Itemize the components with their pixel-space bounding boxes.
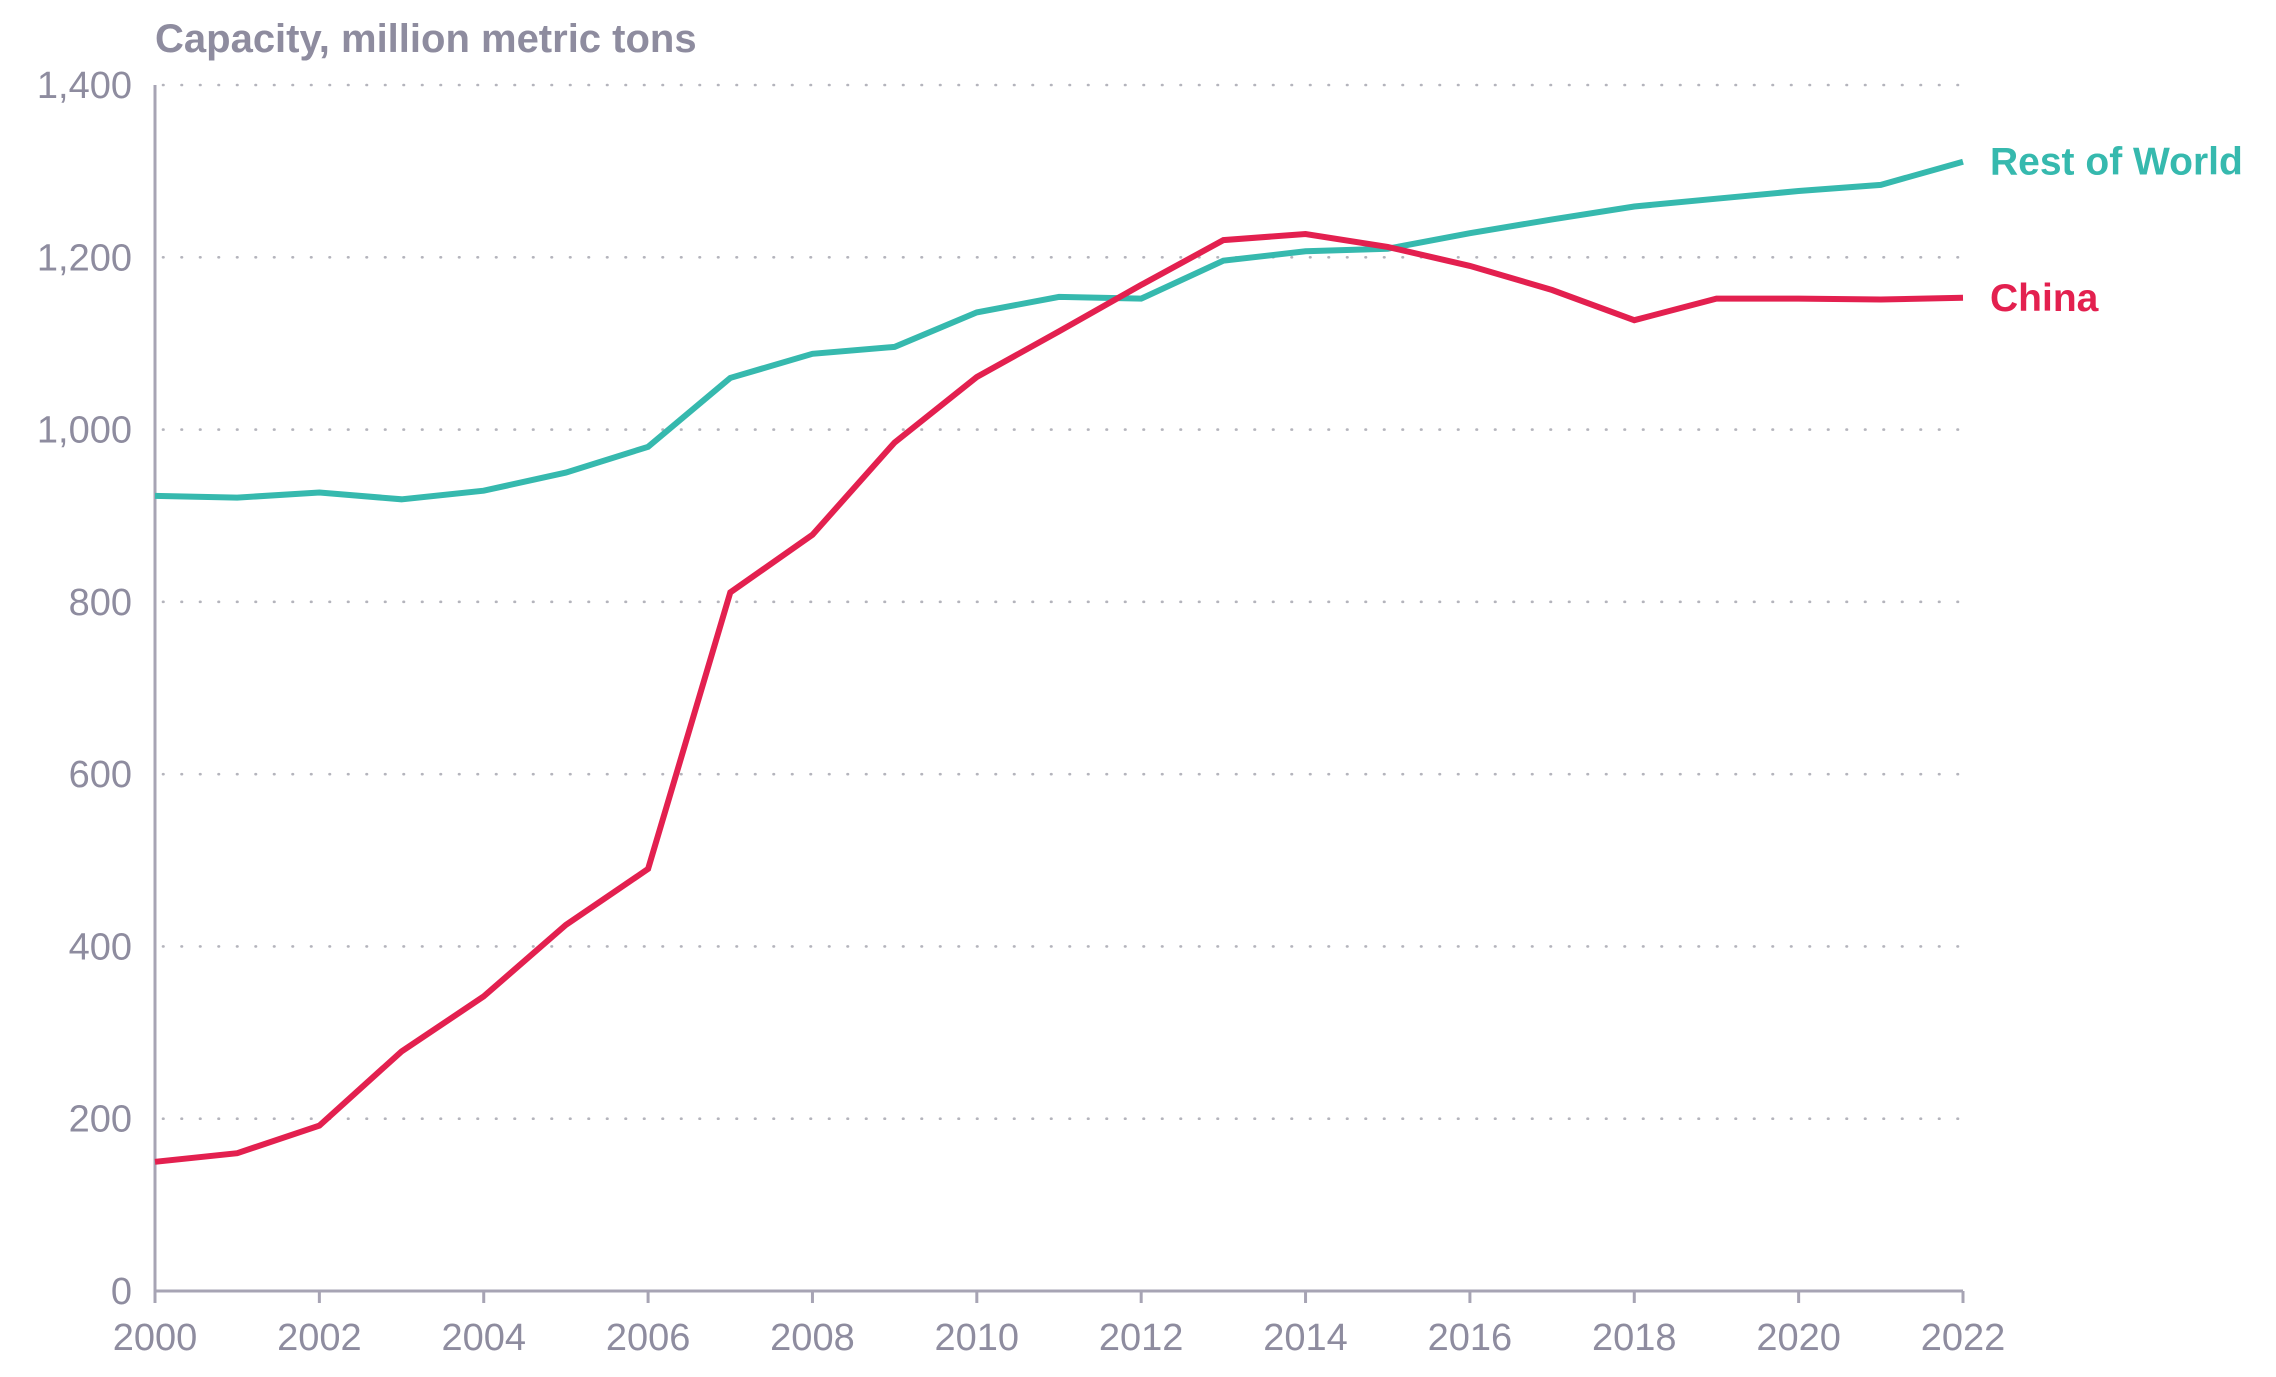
series-label-rest-of-world: Rest of World: [1990, 141, 2243, 184]
x-tick-label: 2006: [606, 1317, 691, 1359]
x-tick-label: 2012: [1099, 1317, 1184, 1359]
y-tick-label: 800: [69, 582, 132, 624]
series-labels: Rest of World China: [1990, 141, 2243, 320]
x-tick-label: 2016: [1428, 1317, 1513, 1359]
y-tick-label: 1,200: [37, 237, 132, 279]
x-tick-label: 2000: [113, 1317, 198, 1359]
y-tick-label: 0: [111, 1271, 132, 1313]
y-axis-title: Capacity, million metric tons: [155, 17, 697, 61]
x-tick-label: 2020: [1756, 1317, 1841, 1359]
series-label-china: China: [1990, 277, 2099, 320]
series-line-china: [154, 230, 1964, 1165]
x-tick-label: 2010: [935, 1317, 1020, 1359]
gridlines: [161, 83, 1965, 1121]
series-lines: [154, 158, 1964, 1165]
axes: [153, 85, 1963, 1293]
x-tick-label: 2014: [1263, 1317, 1348, 1359]
y-tick-label: 1,000: [37, 410, 132, 452]
ticks: 0 200 400 600 800 1,000 1,200 1,400 2000 2002 2004…: [37, 65, 2005, 1359]
series-line-rest-of-world: [154, 158, 1964, 503]
y-tick-label: 1,400: [37, 65, 132, 107]
x-tick-label: 2008: [770, 1317, 855, 1359]
y-tick-label: 400: [69, 926, 132, 968]
x-tick-label: 2002: [277, 1317, 362, 1359]
y-tick-label: 200: [69, 1099, 132, 1141]
y-tick-label: 600: [69, 754, 132, 796]
x-tick-label: 2022: [1921, 1317, 2006, 1359]
x-tick-label: 2004: [441, 1317, 526, 1359]
x-tick-label: 2018: [1592, 1317, 1677, 1359]
